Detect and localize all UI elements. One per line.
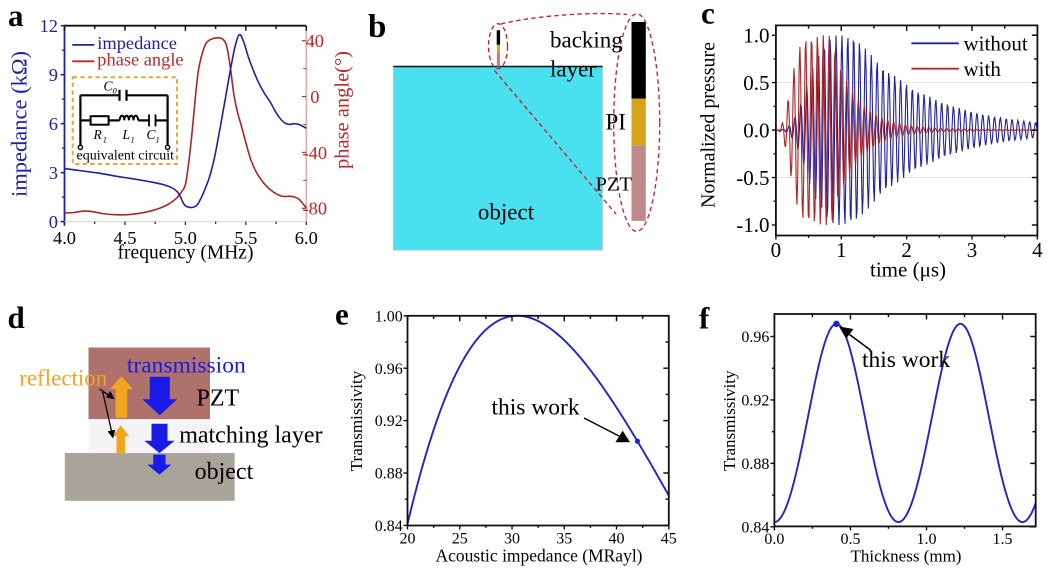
svg-text:4.0: 4.0 xyxy=(53,228,76,248)
svg-text:0.84: 0.84 xyxy=(375,518,403,535)
svg-text:0.5: 0.5 xyxy=(840,531,860,548)
svg-text:1.0: 1.0 xyxy=(917,531,937,548)
svg-text:1: 1 xyxy=(131,135,135,145)
svg-text:Transmissivity: Transmissivity xyxy=(720,370,739,471)
svg-text:phase angle(°): phase angle(°) xyxy=(332,51,354,169)
svg-text:4: 4 xyxy=(1032,238,1043,262)
svg-text:0: 0 xyxy=(310,87,319,107)
svg-text:object: object xyxy=(478,200,535,225)
svg-text:this work: this work xyxy=(492,395,580,421)
svg-text:0.92: 0.92 xyxy=(741,393,769,410)
svg-text:object: object xyxy=(195,459,254,485)
svg-text:12: 12 xyxy=(40,16,58,36)
svg-text:3: 3 xyxy=(967,238,978,262)
svg-text:frequency (MHz): frequency (MHz) xyxy=(118,243,254,264)
svg-text:0: 0 xyxy=(49,212,58,232)
svg-text:0.84: 0.84 xyxy=(741,519,769,536)
svg-text:0.88: 0.88 xyxy=(741,456,769,473)
svg-text:0: 0 xyxy=(113,86,118,96)
svg-text:b: b xyxy=(368,9,386,45)
svg-text:1: 1 xyxy=(156,135,160,145)
svg-text:0.0: 0.0 xyxy=(764,531,784,548)
svg-text:with: with xyxy=(964,57,1002,81)
svg-text:0.96: 0.96 xyxy=(741,329,769,346)
svg-text:time (μs): time (μs) xyxy=(870,258,946,282)
svg-text:PZT: PZT xyxy=(596,174,633,196)
svg-text:5.0: 5.0 xyxy=(174,228,197,248)
svg-text:6: 6 xyxy=(49,114,58,134)
svg-text:1.0: 1.0 xyxy=(743,23,769,47)
svg-text:c: c xyxy=(701,0,715,31)
svg-text:L: L xyxy=(122,127,131,142)
svg-text:a: a xyxy=(8,0,24,33)
svg-text:Acoustic impedance (MRayl): Acoustic impedance (MRayl) xyxy=(435,546,642,566)
svg-text:-1.0: -1.0 xyxy=(736,213,769,237)
svg-text:45: 45 xyxy=(661,530,677,547)
svg-text:20: 20 xyxy=(400,530,416,547)
svg-text:-0.5: -0.5 xyxy=(736,166,769,190)
svg-text:equivalent circuit: equivalent circuit xyxy=(77,148,175,163)
svg-text:-80: -80 xyxy=(303,199,328,219)
svg-text:40: 40 xyxy=(609,530,625,547)
svg-text:without: without xyxy=(964,32,1028,56)
svg-text:1: 1 xyxy=(103,135,107,145)
svg-text:matching layer: matching layer xyxy=(179,423,322,449)
svg-text:9: 9 xyxy=(49,65,58,85)
svg-text:layer: layer xyxy=(550,57,596,82)
svg-text:this work: this work xyxy=(862,347,950,373)
svg-text:0: 0 xyxy=(771,238,782,262)
svg-text:30: 30 xyxy=(504,530,520,547)
svg-text:1.5: 1.5 xyxy=(993,531,1013,548)
svg-text:2: 2 xyxy=(901,238,912,262)
svg-text:PI: PI xyxy=(606,110,626,135)
svg-text:Thickness (mm): Thickness (mm) xyxy=(851,547,962,566)
svg-text:0.92: 0.92 xyxy=(375,413,403,430)
svg-text:Transmissivity: Transmissivity xyxy=(347,370,366,471)
svg-text:1: 1 xyxy=(836,238,847,262)
svg-text:e: e xyxy=(335,297,349,332)
svg-text:0.5: 0.5 xyxy=(743,71,769,95)
svg-text:phase angle: phase angle xyxy=(97,50,183,70)
svg-text:PZT: PZT xyxy=(197,386,240,412)
svg-text:C: C xyxy=(104,79,114,94)
svg-text:impedance (kΩ): impedance (kΩ) xyxy=(6,51,31,197)
svg-text:impedance: impedance xyxy=(97,33,177,53)
svg-text:0.0: 0.0 xyxy=(743,118,769,142)
svg-text:25: 25 xyxy=(452,530,468,547)
svg-text:5.5: 5.5 xyxy=(234,228,257,248)
svg-text:0.88: 0.88 xyxy=(375,466,403,483)
svg-text:0.96: 0.96 xyxy=(375,361,403,378)
svg-text:1.00: 1.00 xyxy=(375,308,403,325)
svg-text:4.5: 4.5 xyxy=(113,228,136,248)
svg-text:transmission: transmission xyxy=(127,353,246,379)
svg-text:f: f xyxy=(699,301,710,336)
svg-text:6.0: 6.0 xyxy=(295,228,318,248)
svg-text:35: 35 xyxy=(556,530,572,547)
svg-text:40: 40 xyxy=(306,31,324,51)
svg-text:R: R xyxy=(93,127,103,142)
svg-text:C: C xyxy=(147,127,157,142)
svg-text:reflection: reflection xyxy=(19,366,108,391)
svg-text:backing: backing xyxy=(550,28,623,53)
svg-text:d: d xyxy=(8,300,25,335)
svg-text:Normalized pressure: Normalized pressure xyxy=(698,42,720,208)
svg-text:-40: -40 xyxy=(303,143,328,163)
svg-text:3: 3 xyxy=(49,163,58,183)
